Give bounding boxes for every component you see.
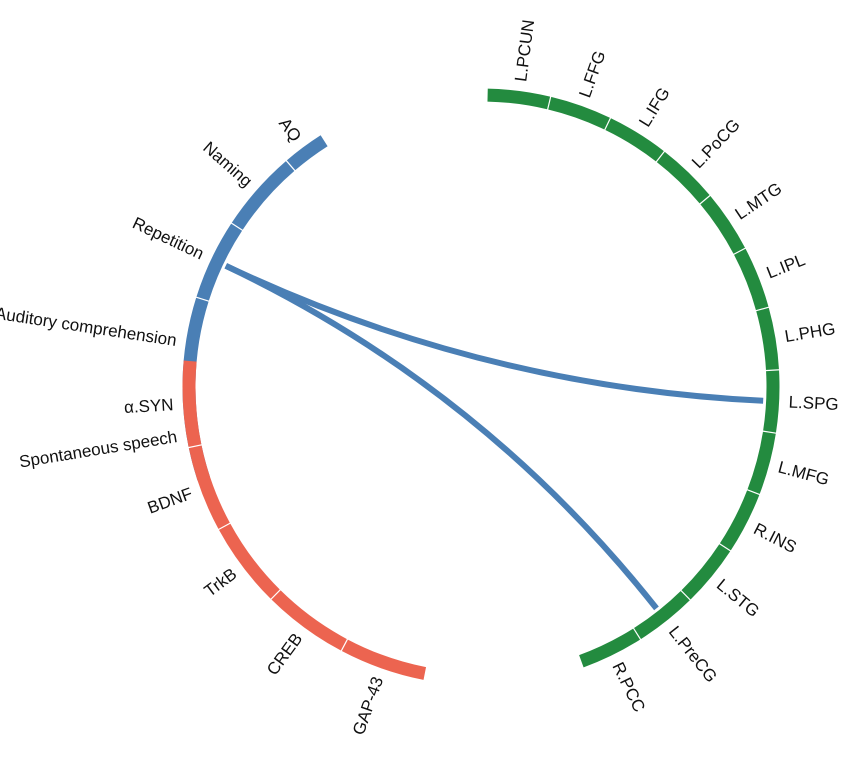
label-aq: AQ xyxy=(275,114,305,145)
label-trkb: TrkB xyxy=(201,564,241,600)
arc-segment-l-phg xyxy=(756,307,780,371)
label-auditory-comprehension: Auditory comprehension xyxy=(0,304,178,350)
segment-divider xyxy=(603,116,612,131)
arc-segment-l-pocg xyxy=(656,151,710,204)
arc-segment-l-mfg xyxy=(747,431,776,495)
label-gap-43: GAP-43 xyxy=(349,674,387,737)
segment-divider xyxy=(217,522,232,531)
arc-segment-trkb xyxy=(218,523,281,600)
arc-segment-r-ins xyxy=(719,489,760,551)
segment-divider xyxy=(698,194,712,205)
label-l-mfg: L.MFG xyxy=(776,458,831,490)
segment-divider xyxy=(285,159,296,172)
label-l-ifg: L.IFG xyxy=(635,84,674,130)
arc-segment-creb xyxy=(271,589,348,651)
arc-segment-naming xyxy=(231,160,295,231)
label-l-precg: L.PreCG xyxy=(665,622,721,686)
segment-divider xyxy=(195,296,210,303)
link-repetition-l-precg xyxy=(224,263,659,611)
segment-divider xyxy=(340,638,349,652)
arc-segment-l-stg xyxy=(681,543,731,600)
segment-divider xyxy=(655,150,666,163)
segment-divider xyxy=(546,95,552,111)
label-bdnf: BDNF xyxy=(145,484,195,518)
links-layer xyxy=(224,263,764,611)
arc-segment-repetition xyxy=(196,223,243,302)
label-creb: CREB xyxy=(263,630,306,679)
label-r-pcc: R.PCC xyxy=(608,659,648,715)
segment-divider xyxy=(679,589,692,602)
segment-divider xyxy=(632,627,642,641)
arc-segment-l-spg xyxy=(763,369,780,434)
label-l-stg: L.STG xyxy=(713,575,763,621)
label-l-phg: L.PHG xyxy=(783,319,836,346)
arc-segment-l-ipl xyxy=(733,248,769,311)
arc-segment-syn xyxy=(182,360,202,448)
arc-segment-r-pcc xyxy=(579,628,641,668)
segment-divider xyxy=(754,306,770,312)
arc-segment-l-pcun xyxy=(487,88,551,110)
label-l-ffg: L.FFG xyxy=(575,48,609,100)
label-spontaneous-speech: Spontaneous speech xyxy=(18,427,179,471)
segment-divider xyxy=(187,444,203,449)
arc-segment-l-ffg xyxy=(547,96,611,130)
label-l-spg: L.SPG xyxy=(788,393,839,414)
label-l-ipl: L.IPL xyxy=(764,250,808,282)
label-l-pcun: L.PCUN xyxy=(511,19,538,83)
label-naming: Naming xyxy=(199,138,256,191)
label-r-ins: R.INS xyxy=(751,519,800,557)
arc-segment-l-precg xyxy=(633,590,691,640)
segment-divider xyxy=(269,588,282,601)
label-repetition: Repetition xyxy=(130,213,207,263)
segment-divider xyxy=(761,430,777,434)
arc-segment-l-mtg xyxy=(699,195,746,255)
arc-segment-bdnf xyxy=(188,444,231,530)
link-repetition-l-spg xyxy=(224,263,764,404)
label-l-mtg: L.MTG xyxy=(732,179,786,224)
segment-divider xyxy=(718,542,732,552)
segment-divider xyxy=(732,247,747,256)
segment-divider xyxy=(746,488,761,496)
arc-segment-aq xyxy=(286,135,328,171)
segment-divider xyxy=(764,369,781,372)
arc-segment-l-ifg xyxy=(604,118,665,162)
arc-segment-gap-43 xyxy=(341,639,427,680)
arcs-layer xyxy=(181,88,781,680)
segment-divider xyxy=(230,222,244,232)
label-syn: α.SYN xyxy=(124,395,175,417)
label-l-pocg: L.PoCG xyxy=(688,115,744,172)
